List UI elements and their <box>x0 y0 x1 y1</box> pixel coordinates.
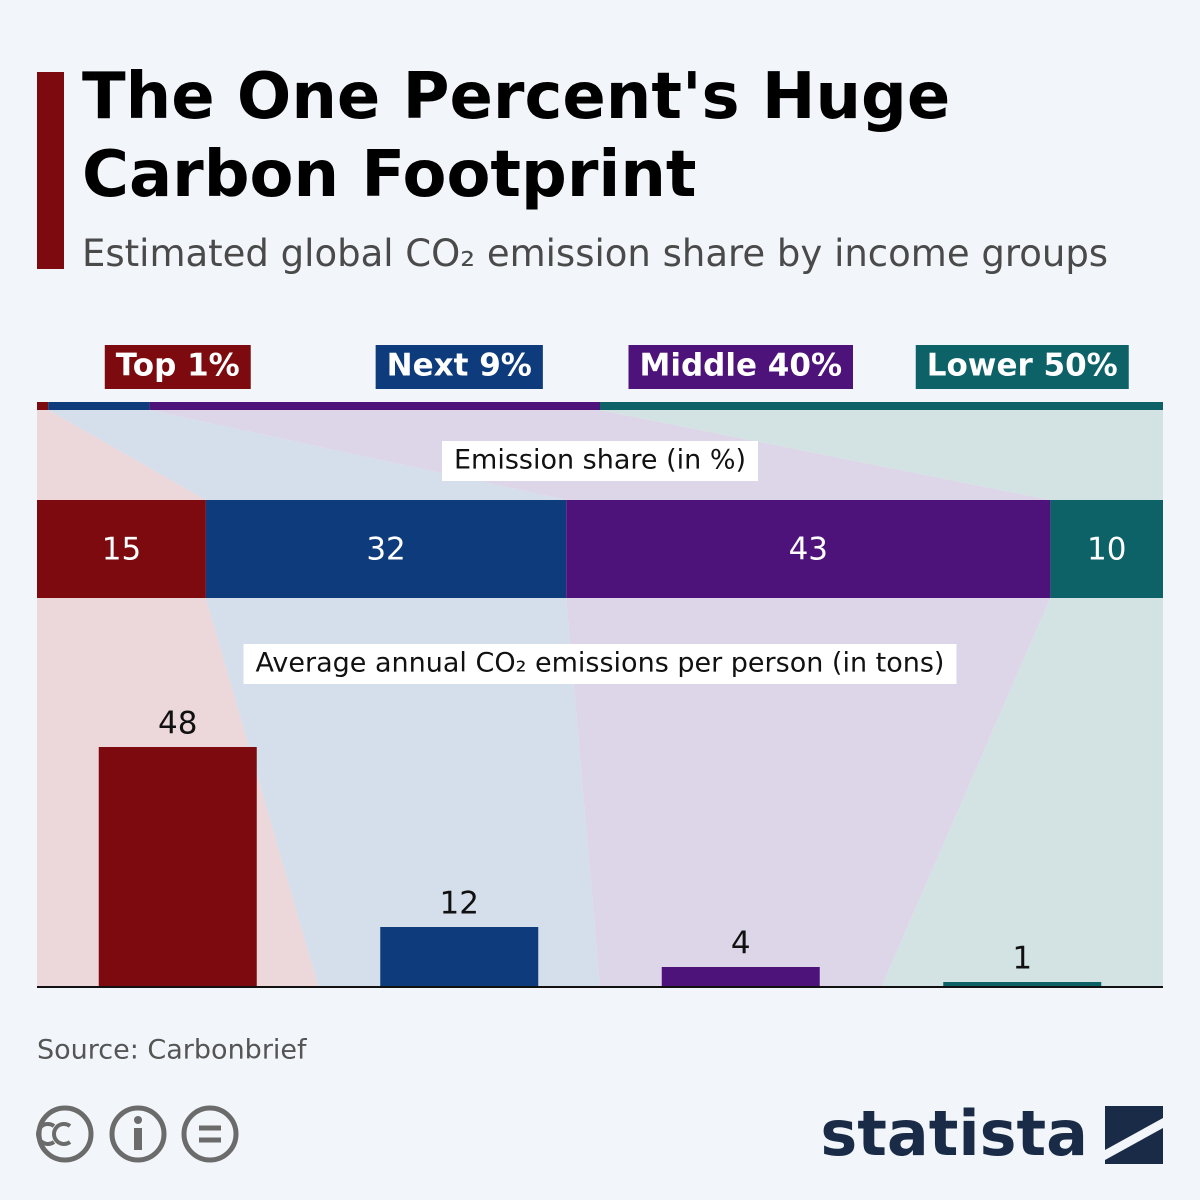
share-segment <box>1050 500 1163 598</box>
funnel-lower <box>881 598 1163 987</box>
category-box <box>375 345 543 389</box>
population-segment <box>37 402 49 410</box>
share-label: 15 <box>102 532 141 568</box>
funnel-lower <box>566 598 1051 987</box>
funnel-upper <box>37 410 206 500</box>
bar <box>380 927 539 987</box>
category-label: Middle 40% <box>628 345 853 389</box>
chart-subtitle: Estimated global CO₂ emission share by i… <box>82 232 1109 275</box>
category-box <box>915 345 1129 389</box>
bar <box>98 747 257 987</box>
brand-icon <box>1105 1106 1163 1164</box>
category-label: Top 1% <box>104 345 251 389</box>
bar <box>661 967 820 987</box>
share-label: 32 <box>366 532 405 568</box>
category-label: Next 9% <box>375 345 543 389</box>
cc-icon <box>36 1105 94 1163</box>
section-label-text: Emission share (in %) <box>454 445 746 476</box>
license-icons <box>36 1105 239 1163</box>
funnel-lower <box>205 598 600 987</box>
category-text: Middle 40% <box>640 348 843 384</box>
section-label-box <box>441 441 759 481</box>
by-icon <box>109 1105 167 1163</box>
section-label-box <box>243 644 957 684</box>
section-label: Emission share (in %) <box>441 441 759 481</box>
category-text: Next 9% <box>387 348 532 384</box>
funnel-upper <box>48 410 567 500</box>
section-label-text: Average annual CO₂ emissions per person … <box>256 648 945 679</box>
bar-label: 4 <box>731 926 751 962</box>
bar-label: 1 <box>1012 941 1032 977</box>
share-segment <box>205 500 567 598</box>
brand-stripe <box>1105 1118 1163 1160</box>
population-segment <box>149 402 600 410</box>
bar-label: 48 <box>158 706 197 742</box>
category-box <box>628 345 853 389</box>
category-text: Lower 50% <box>927 348 1118 384</box>
bar <box>943 982 1102 987</box>
funnel-upper <box>600 410 1163 500</box>
share-segment <box>566 500 1051 598</box>
population-segment <box>600 402 1163 410</box>
category-text: Top 1% <box>116 348 240 384</box>
title-accent <box>37 72 64 269</box>
share-label: 10 <box>1087 532 1126 568</box>
category-label: Lower 50% <box>915 345 1129 389</box>
brand: statista <box>820 1097 1088 1170</box>
population-segment <box>48 402 150 410</box>
bar-label: 12 <box>440 886 479 922</box>
section-label: Average annual CO₂ emissions per person … <box>243 644 957 684</box>
share-segment <box>37 500 206 598</box>
share-label: 43 <box>789 532 828 568</box>
chart-title: The One Percent's Huge Carbon Footprint <box>82 60 951 212</box>
source: Source: Carbonbrief <box>37 1035 308 1066</box>
category-box <box>104 345 251 389</box>
by-icon-head <box>134 1116 142 1124</box>
cc-icon-mark <box>36 1122 72 1146</box>
nd-icon <box>181 1105 239 1163</box>
